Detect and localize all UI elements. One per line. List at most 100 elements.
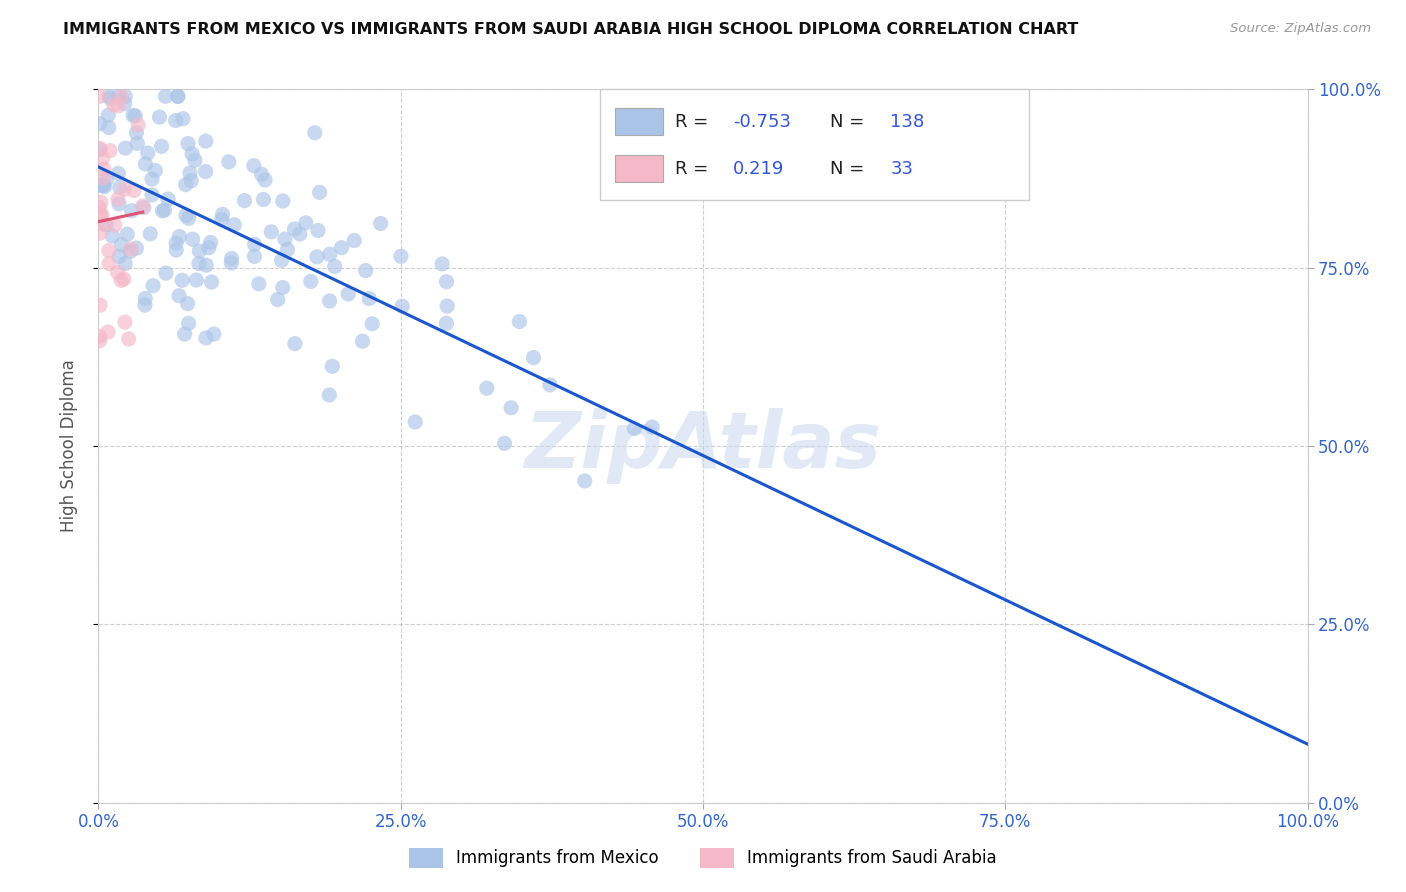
Point — [148, 110, 170, 124]
Point — [143, 163, 166, 178]
Point — [172, 112, 194, 126]
Point — [134, 157, 156, 171]
Point — [361, 317, 384, 331]
Point — [110, 237, 132, 252]
Point — [271, 194, 294, 208]
Point — [134, 292, 156, 306]
Point — [243, 159, 266, 173]
Point — [124, 109, 146, 123]
Y-axis label: High School Diploma: High School Diploma — [59, 359, 77, 533]
Point — [391, 299, 413, 313]
Point — [430, 257, 453, 271]
Point — [120, 242, 142, 256]
Point — [252, 193, 274, 207]
Point — [186, 273, 208, 287]
Point — [352, 334, 374, 349]
Point — [181, 146, 204, 161]
Point — [93, 178, 115, 193]
Point — [211, 207, 233, 221]
Text: 138: 138 — [890, 113, 925, 131]
Point — [97, 108, 120, 122]
Point — [574, 474, 596, 488]
Point — [104, 218, 127, 232]
Point — [508, 314, 530, 328]
Point — [118, 332, 141, 346]
Point — [110, 89, 132, 103]
Point — [305, 250, 328, 264]
Point — [120, 244, 142, 259]
Point — [89, 141, 111, 155]
Point — [114, 315, 136, 329]
Point — [96, 172, 118, 186]
Point — [494, 436, 516, 450]
Point — [200, 235, 222, 250]
Point — [173, 327, 195, 342]
Point — [91, 152, 114, 166]
Text: -0.753: -0.753 — [734, 113, 792, 131]
Point — [233, 194, 256, 208]
Point — [155, 266, 177, 280]
Point — [177, 316, 200, 330]
Point — [211, 212, 233, 227]
Point — [180, 174, 202, 188]
Point — [141, 188, 163, 202]
Point — [299, 274, 322, 288]
Point — [270, 253, 292, 268]
Point — [198, 241, 221, 255]
Point — [89, 226, 111, 240]
Point — [404, 415, 426, 429]
Point — [134, 298, 156, 312]
Point — [343, 234, 366, 248]
Point — [108, 89, 131, 103]
Point — [623, 421, 645, 435]
Point — [267, 293, 290, 307]
Point — [93, 179, 115, 194]
Point — [89, 200, 111, 214]
Point — [284, 336, 307, 351]
Point — [90, 209, 112, 223]
Point — [188, 244, 211, 258]
Point — [97, 244, 120, 258]
Point — [184, 153, 207, 168]
Point — [107, 266, 129, 280]
Point — [307, 223, 329, 237]
Point — [89, 143, 111, 157]
Point — [274, 232, 297, 246]
Point — [110, 273, 132, 287]
Point — [337, 287, 360, 301]
Point — [319, 247, 342, 261]
Text: ZipAtlas: ZipAtlas — [524, 408, 882, 484]
Point — [89, 329, 111, 343]
Point — [176, 296, 198, 310]
Point — [165, 235, 187, 250]
Point — [98, 144, 121, 158]
Point — [114, 96, 136, 111]
Point — [103, 97, 125, 112]
Point — [169, 229, 191, 244]
Point — [221, 256, 243, 270]
Point — [538, 377, 561, 392]
Point — [127, 118, 149, 132]
Point — [271, 280, 294, 294]
Point — [250, 167, 273, 181]
Point — [156, 192, 179, 206]
Point — [288, 227, 311, 241]
Text: 33: 33 — [890, 161, 914, 178]
Text: IMMIGRANTS FROM MEXICO VS IMMIGRANTS FROM SAUDI ARABIA HIGH SCHOOL DIPLOMA CORRE: IMMIGRANTS FROM MEXICO VS IMMIGRANTS FRO… — [63, 22, 1078, 37]
Point — [436, 275, 458, 289]
Point — [101, 229, 124, 244]
Point — [174, 208, 197, 222]
Point — [276, 243, 298, 257]
Text: N =: N = — [830, 161, 870, 178]
Point — [318, 388, 340, 402]
Point — [200, 275, 222, 289]
Point — [153, 203, 176, 218]
Point — [177, 136, 200, 151]
Point — [150, 139, 173, 153]
Point — [321, 359, 343, 374]
Point — [318, 293, 340, 308]
Point — [132, 199, 155, 213]
Point — [323, 260, 346, 274]
Point — [177, 211, 200, 226]
Point — [117, 227, 139, 242]
